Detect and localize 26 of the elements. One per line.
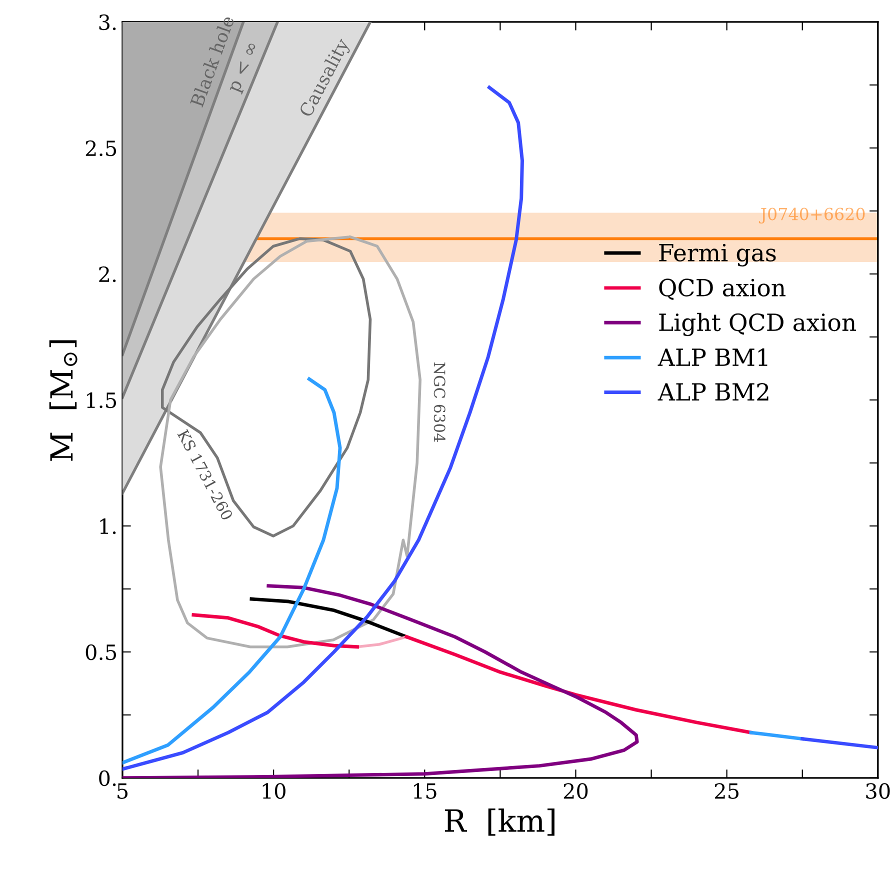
y-tick-label: 1.5 [87,392,116,408]
x-tick-label: 10 [262,783,286,799]
x-tick-label: 20 [564,783,588,799]
line-series [159,236,422,648]
line-series [122,584,639,778]
x-tick-label: 5 [118,783,128,799]
y-tick-label: 2.5 [86,140,116,156]
ref-line-label: J0740+6620 [758,208,865,224]
x-tick-label: 30 [866,783,890,799]
legend-label: Fermi gas [659,244,776,266]
legend-label: ALP BM2 [658,382,768,401]
y-tick-label: 0.5 [86,644,116,660]
legend-label: ALP BM1 [658,348,768,366]
line-series [250,597,408,639]
y-axis-title: M [M$_{⊙}$] [49,340,78,461]
y-tick-label: 3. [99,14,116,30]
y-tick-label: 1. [100,518,116,534]
legend-label: QCD axion [659,278,786,300]
y-tick-label: 0. [99,770,116,786]
x-tick-label: 25 [714,783,738,799]
x-axis-title: R [km] [444,808,554,836]
y-tick-label: 2. [99,266,116,282]
series-label: p < ∞ [228,42,262,94]
x-tick-label: 15 [414,783,436,799]
legend-label: Light QCD axion [659,312,856,336]
annotation: NGC 6304 [434,362,446,442]
